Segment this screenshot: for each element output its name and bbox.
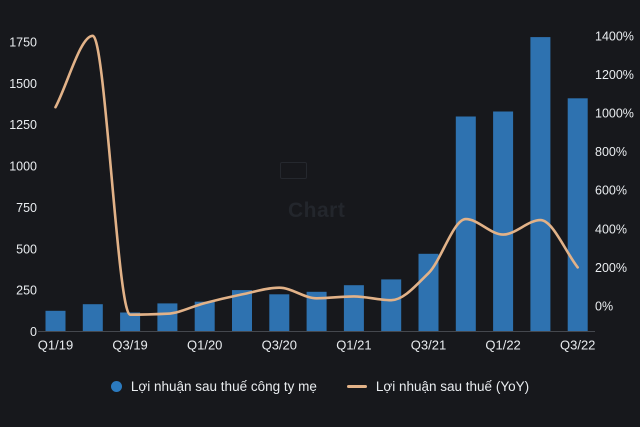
y-axis-left-tick: 1000 (9, 160, 37, 174)
y-axis-right-tick: 400% (595, 222, 627, 236)
bar-Q4/20[interactable] (306, 291, 327, 332)
y-axis-left-tick: 1250 (9, 118, 37, 132)
legend-label-yoy: Lợi nhuận sau thuế (YoY) (375, 379, 530, 394)
y-axis-left-tick: 0 (30, 325, 37, 339)
y-axis-left-tick: 750 (16, 201, 37, 215)
legend-circle-marker-icon (110, 381, 122, 392)
bar-Q2/19[interactable] (82, 304, 103, 332)
y-axis-right-tick: 200% (595, 261, 627, 275)
y-axis-right-tick: 1400% (595, 29, 634, 43)
x-axis-tick: Q1/22 (485, 338, 520, 353)
legend-label-net-profit: Lợi nhuận sau thuế công ty mẹ (130, 379, 317, 394)
bar-Q2/22[interactable] (530, 37, 551, 332)
bar-Q1/21[interactable] (343, 285, 364, 332)
watermark-logo-icon (280, 162, 307, 179)
combo-chart: 0 250 500 750 1000 1250 1500 1750 0% 200% 400% 600%… (9, 29, 634, 353)
bar-Q4/19[interactable] (157, 303, 178, 332)
bar-Q2/20[interactable] (232, 290, 252, 332)
x-axis-tick: Q1/19 (38, 338, 73, 353)
watermark-text: Chart (288, 199, 346, 222)
legend-item-yoy[interactable]: Lợi nhuận sau thuế (YoY) (346, 379, 530, 394)
x-axis-tick: Q3/20 (262, 338, 297, 353)
x-axis-tick: Q1/21 (336, 338, 371, 353)
bar-Q1/19[interactable] (45, 310, 66, 332)
bar-Q3/20[interactable] (269, 294, 290, 332)
y-axis-right-tick: 800% (595, 145, 627, 159)
y-axis-left-tick: 250 (16, 284, 37, 298)
x-axis-tick: Q3/22 (560, 338, 595, 353)
bar-Q1/22[interactable] (493, 111, 514, 332)
bar-Q3/22[interactable] (567, 98, 588, 332)
bar-Q1/20[interactable] (194, 301, 215, 332)
bar-Q3/19[interactable] (120, 312, 141, 332)
y-axis-right-tick: 1000% (595, 107, 634, 121)
chart-legend: Lợi nhuận sau thuế công ty mẹ Lợi nhuận … (0, 379, 640, 394)
y-axis-left-tick: 1500 (9, 77, 37, 91)
y-axis-right-tick: 0% (595, 300, 613, 314)
x-axis-tick: Q3/19 (112, 338, 147, 353)
yoy-line (54, 34, 579, 316)
x-axis-tick: Q1/20 (187, 338, 222, 353)
legend-line-marker-icon (346, 385, 367, 388)
bar-Q4/21[interactable] (455, 116, 476, 332)
legend-item-net-profit[interactable]: Lợi nhuận sau thuế công ty mẹ (110, 379, 317, 394)
x-axis-tick: Q3/21 (411, 338, 446, 353)
y-axis-left-tick: 1750 (9, 36, 37, 50)
y-axis-left-tick: 500 (16, 242, 37, 256)
bar-Q2/21[interactable] (381, 279, 402, 332)
bar-Q3/21[interactable] (418, 253, 439, 332)
y-axis-right-tick: 600% (595, 184, 627, 198)
y-axis-right-tick: 1200% (595, 68, 634, 82)
